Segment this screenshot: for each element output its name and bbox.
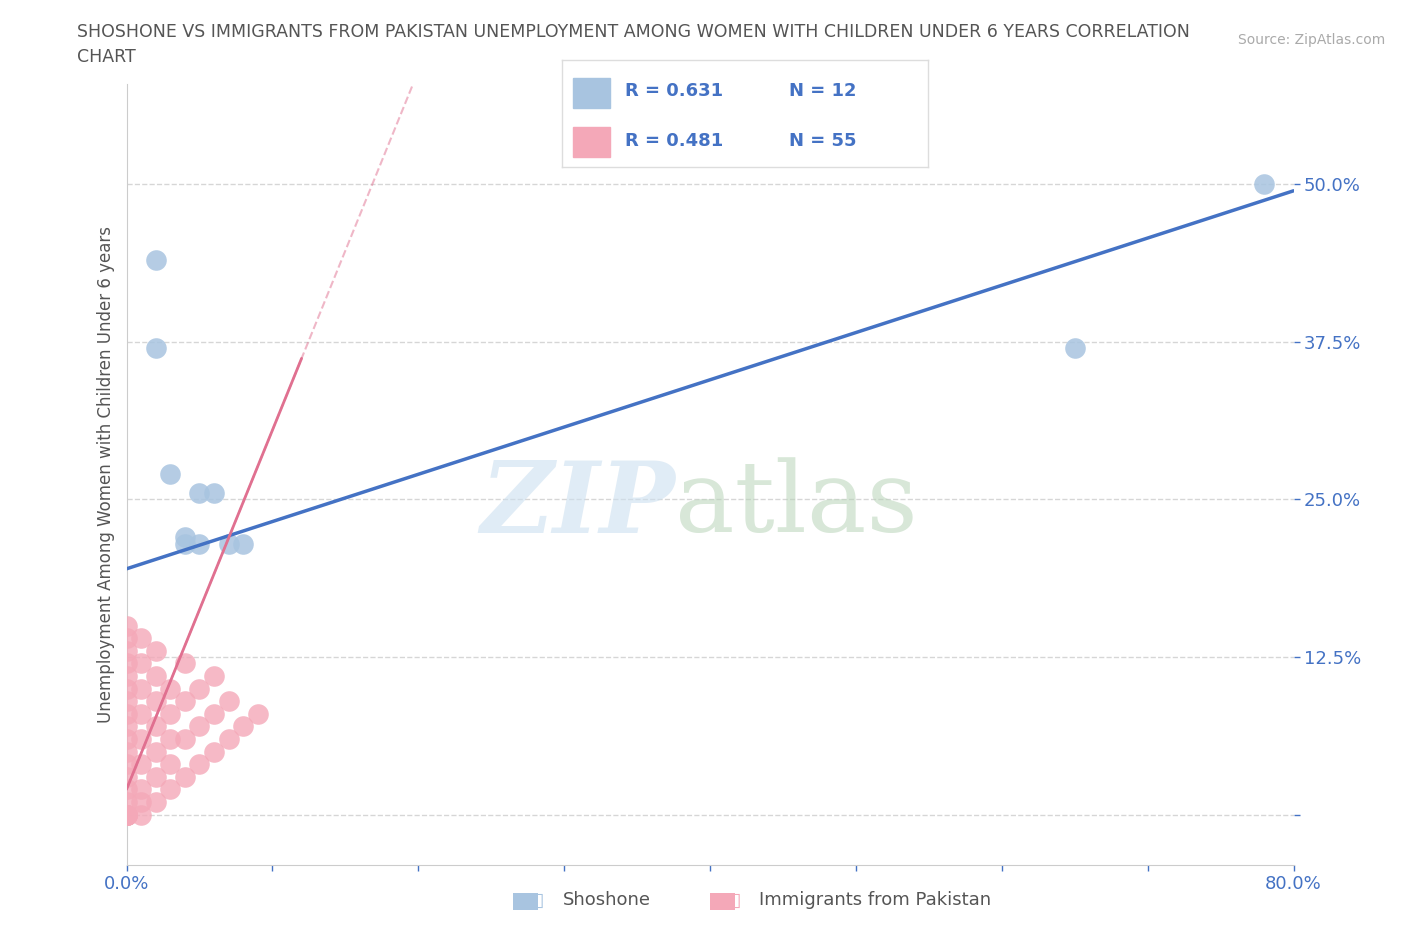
Point [159,467,181,482]
Point [129,807,152,822]
Point [218,732,240,747]
Point [115,618,138,633]
Point [115,807,138,822]
Text: □: □ [524,891,544,910]
Text: R = 0.631: R = 0.631 [624,83,723,100]
Point [115,669,138,684]
Point [145,644,167,658]
Point [115,782,138,797]
Point [246,706,269,721]
Point [159,706,181,721]
Point [145,719,167,734]
Point [145,341,167,356]
Point [129,782,152,797]
Point [188,485,211,500]
Point [174,732,197,747]
Point [202,669,225,684]
Point [115,706,138,721]
Point [159,757,181,772]
Bar [574,77,610,108]
Text: Immigrants from Pakistan: Immigrants from Pakistan [759,891,991,910]
Point [145,769,167,784]
Point [115,807,138,822]
Text: N = 55: N = 55 [789,132,856,150]
Point [115,807,138,822]
Point [115,656,138,671]
Point [202,485,225,500]
Point [218,537,240,551]
Point [202,706,225,721]
Point [188,537,211,551]
Text: SHOSHONE VS IMMIGRANTS FROM PAKISTAN UNEMPLOYMENT AMONG WOMEN WITH CHILDREN UNDE: SHOSHONE VS IMMIGRANTS FROM PAKISTAN UNE… [77,23,1191,41]
Bar [574,126,610,157]
Point [115,807,138,822]
Text: Shoshone: Shoshone [562,891,651,910]
Point [159,782,181,797]
Point [115,794,138,809]
Point [115,757,138,772]
Point [145,794,167,809]
Point [115,807,138,822]
Point [115,719,138,734]
Point [115,732,138,747]
Point [115,769,138,784]
Point [115,631,138,645]
Point [1063,341,1085,356]
Text: ZIP: ZIP [479,458,675,553]
Point [129,706,152,721]
Point [115,694,138,709]
Text: Source: ZipAtlas.com: Source: ZipAtlas.com [1237,33,1385,46]
Point [1253,177,1275,192]
Point [232,719,254,734]
Point [115,681,138,696]
Point [129,681,152,696]
Point [145,669,167,684]
Point [188,719,211,734]
Point [159,681,181,696]
Text: □: □ [721,891,741,910]
Point [174,694,197,709]
Point [188,757,211,772]
Point [174,769,197,784]
Text: atlas: atlas [675,458,918,553]
Point [202,744,225,759]
Text: R = 0.481: R = 0.481 [624,132,723,150]
Text: CHART: CHART [77,48,136,66]
Point [129,757,152,772]
Point [159,732,181,747]
Point [115,744,138,759]
Point [218,694,240,709]
Point [174,530,197,545]
Point [145,694,167,709]
Point [188,681,211,696]
Point [232,537,254,551]
Text: N = 12: N = 12 [789,83,856,100]
Point [174,537,197,551]
Point [129,732,152,747]
Point [129,631,152,645]
Y-axis label: Unemployment Among Women with Children Under 6 years: Unemployment Among Women with Children U… [97,226,115,723]
Point [129,794,152,809]
Point [174,656,197,671]
Point [145,744,167,759]
Point [145,253,167,268]
Point [115,644,138,658]
Point [129,656,152,671]
